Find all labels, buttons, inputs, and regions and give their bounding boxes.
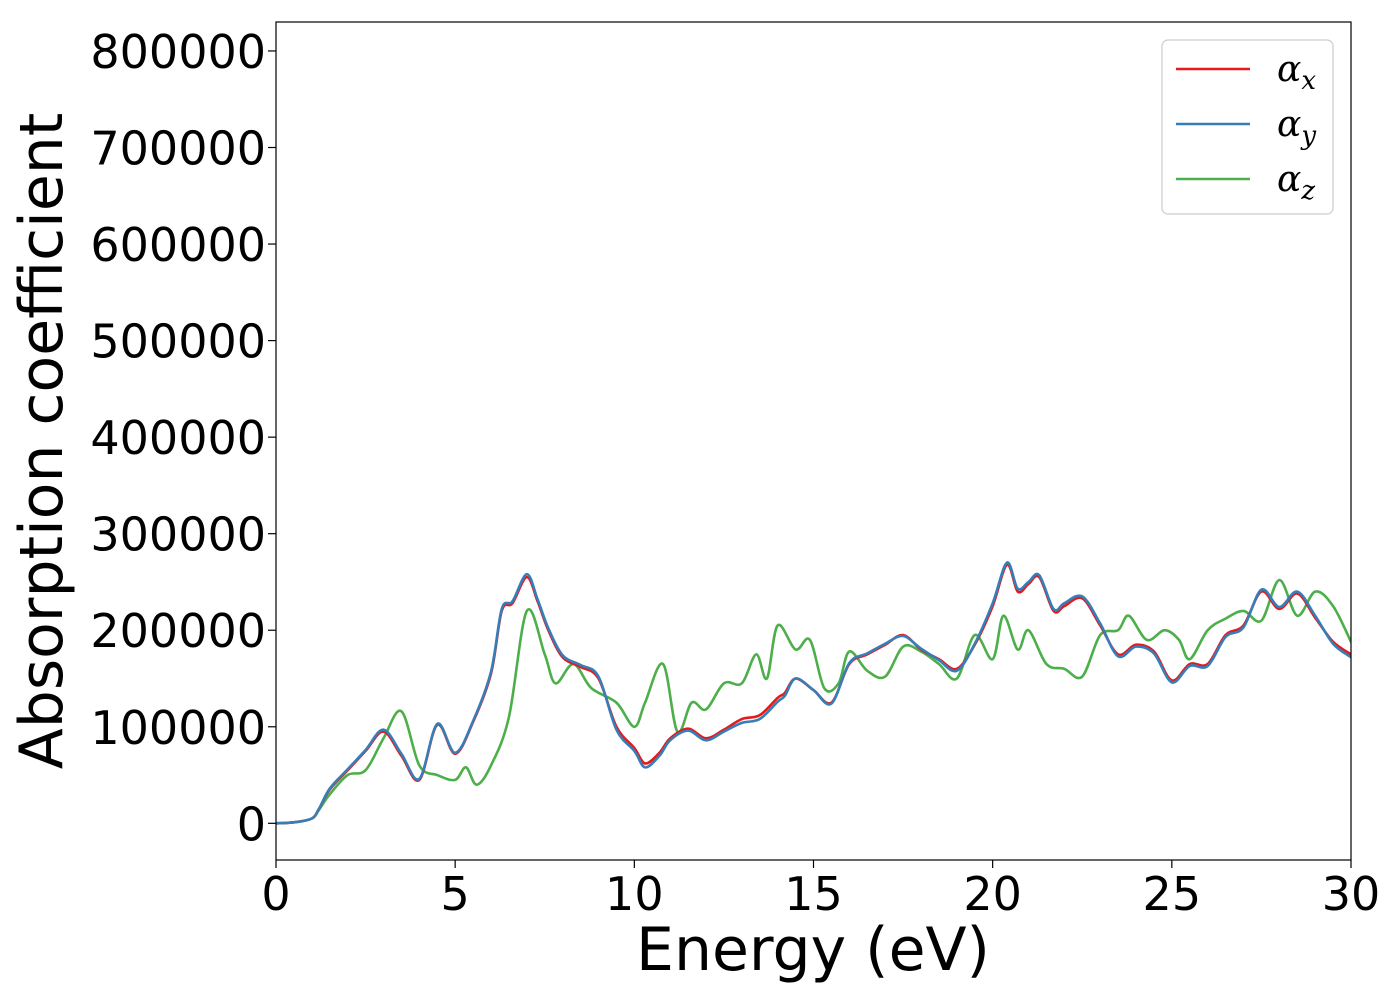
x-axis-title: Energy (eV) [636, 915, 990, 985]
y-tick-label: 0 [237, 797, 266, 851]
series-line-z [276, 578, 1351, 825]
x-tick-label: 10 [605, 867, 664, 921]
legend-label-x: αx [1277, 49, 1316, 96]
legend-symbol: α [1277, 104, 1301, 145]
x-tick-label: 20 [963, 867, 1022, 921]
y-axis-title: Absorption coefficient [7, 113, 77, 770]
legend-subscript: x [1301, 66, 1316, 96]
x-axis: 0 5 10 15 20 25 30 [261, 860, 1380, 921]
y-tick-label: 100000 [90, 701, 266, 755]
y-axis: 0 100000 200000 300000 400000 500000 600000 700… [90, 25, 276, 851]
series-line-y [276, 561, 1351, 825]
legend-label-y: αy [1277, 104, 1316, 151]
x-tick-label: 25 [1143, 867, 1202, 921]
legend-symbol: α [1277, 49, 1301, 90]
y-tick-label: 600000 [90, 218, 266, 272]
legend-subscript: y [1300, 121, 1316, 151]
x-tick-label: 15 [784, 867, 843, 921]
legend-symbol: α [1277, 159, 1301, 200]
y-tick-label: 200000 [90, 604, 266, 658]
legend-subscript: z [1300, 176, 1315, 206]
legend-box [1161, 39, 1334, 215]
x-tick-label: 0 [261, 867, 290, 921]
legend-label-z: αz [1277, 159, 1315, 206]
y-tick-label: 400000 [90, 411, 266, 465]
y-tick-label: 700000 [90, 122, 266, 176]
y-tick-label: 800000 [90, 25, 266, 79]
series-layer [276, 561, 1351, 825]
x-tick-label: 5 [441, 867, 470, 921]
x-tick-label: 30 [1322, 867, 1381, 921]
y-tick-label: 500000 [90, 315, 266, 369]
y-tick-label: 300000 [90, 508, 266, 562]
series-line-x [276, 563, 1351, 825]
